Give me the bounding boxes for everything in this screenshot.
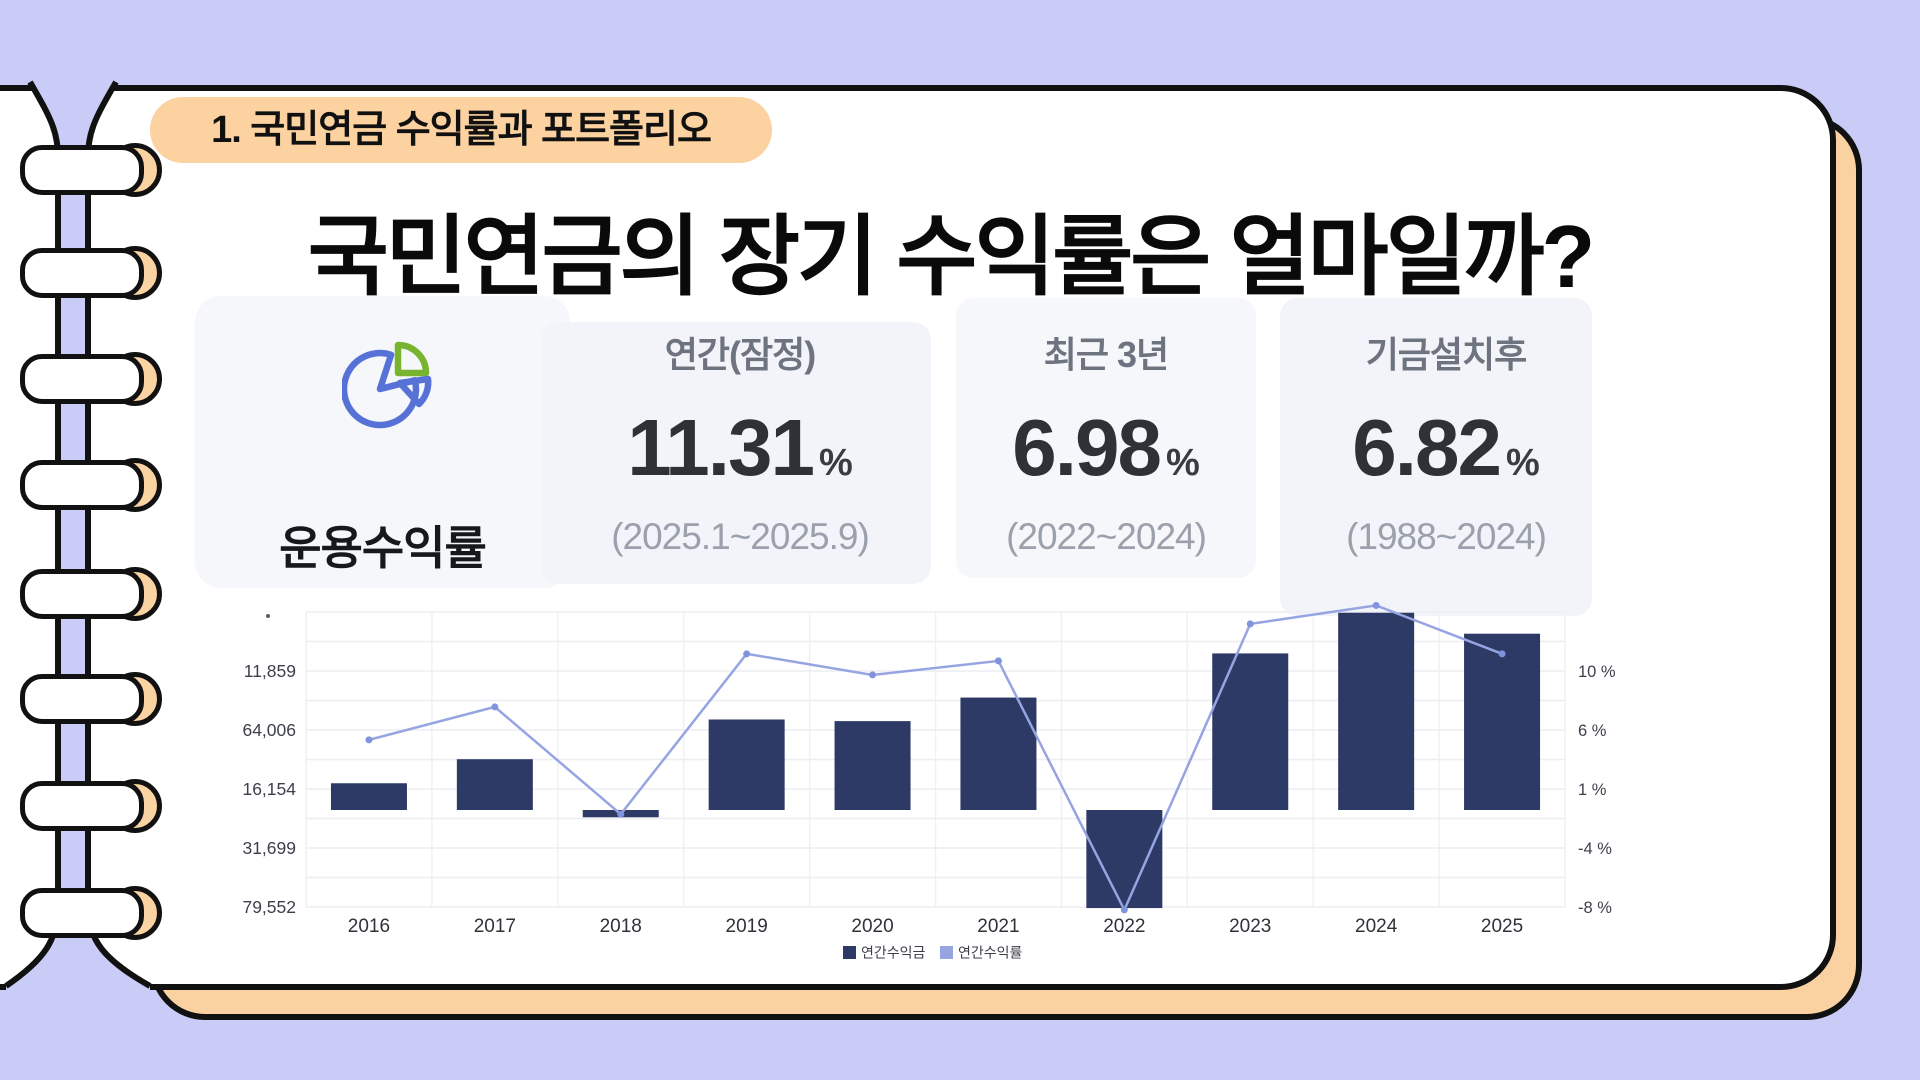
legend-label: 연간수익금 (861, 945, 926, 961)
bar-2020 (834, 721, 911, 810)
left-axis-label: 31,699 (242, 838, 296, 858)
line-marker-2018 (617, 810, 625, 818)
x-axis-label: 2023 (1229, 916, 1271, 937)
stat-tile-annual (541, 322, 931, 584)
return-rate-line (368, 604, 1503, 913)
x-axis-label: 2022 (1103, 916, 1145, 937)
bar-2021 (960, 697, 1037, 810)
pie-chart-icon (342, 341, 432, 429)
x-axis-label: 2020 (851, 916, 893, 937)
stat-value: 6.98 (1012, 403, 1162, 492)
line-marker-2017 (491, 703, 499, 711)
stat-unit: % (818, 442, 853, 484)
binder-ring (20, 460, 144, 510)
right-axis-label: -8 % (1578, 899, 1612, 917)
right-axis-label: 6 % (1578, 722, 1607, 740)
left-axis-label: 11,859 (244, 661, 296, 681)
line-marker-2019 (743, 650, 751, 658)
pie-main-slice (342, 349, 420, 429)
legend-swatch (940, 946, 953, 959)
stat-period: (1988~2024) (1346, 516, 1547, 557)
stat-tile-since-inception (1280, 298, 1592, 616)
legend-swatch (843, 946, 856, 959)
section-badge: 1. 국민연금 수익률과 포트폴리오 (150, 97, 772, 163)
stat-tile-3yr (956, 298, 1256, 578)
binder-ring (20, 781, 144, 831)
stat-value: 6.82 (1352, 403, 1502, 492)
line-marker-2021 (994, 657, 1002, 665)
bar-2019 (708, 719, 785, 810)
stat-period: (2022~2024) (1006, 516, 1207, 557)
stats-caption: 운용수익률 (279, 522, 487, 574)
binder-ring (20, 145, 144, 195)
line-marker-2023 (1246, 620, 1254, 628)
binder-ring (20, 888, 144, 938)
bar-2017 (456, 759, 533, 810)
ribbon-fill (6, 82, 150, 995)
bar-2025 (1464, 633, 1541, 810)
left-axis-label: 64,006 (242, 720, 296, 740)
x-axis-label: 2019 (726, 916, 768, 937)
stat-unit: % (1505, 442, 1540, 484)
pie-small-slice (396, 375, 432, 408)
stat-value-row: 6.98 % (896, 408, 1316, 488)
stat-value-row: 11.31 % (530, 408, 950, 488)
x-axis-label: 2016 (348, 916, 390, 937)
ribbon-left-edge (4, 80, 61, 989)
returns-chart: 11,859 64,006 16,154 31,699 79,552 10 % 6 % 1 %… (242, 601, 1616, 961)
left-axis-label: 79,552 (242, 897, 296, 917)
binder-ring (20, 354, 144, 404)
line-marker-2025 (1498, 650, 1506, 658)
legend-label: 연간수익률 (958, 945, 1023, 961)
line-marker-2024 (1372, 601, 1380, 609)
bar-2024 (1338, 612, 1415, 810)
pie-green-slice (394, 341, 430, 377)
stat-tile-icon (195, 296, 570, 588)
right-axis-label: -4 % (1578, 840, 1612, 858)
stat-value-row: 6.82 % (1236, 408, 1656, 488)
line-marker-2016 (365, 736, 373, 744)
stat-title: 최근 3년 (1043, 334, 1169, 375)
stat-title: 연간(잠정) (664, 334, 816, 375)
bar-2023 (1212, 653, 1289, 810)
x-axis-label: 2025 (1481, 916, 1523, 937)
bar-2016 (330, 783, 407, 810)
line-marker-2022 (1120, 906, 1128, 914)
x-axis-label: 2021 (977, 916, 1019, 937)
stat-unit: % (1165, 442, 1200, 484)
binder-ring (20, 569, 144, 619)
x-axis-label: 2024 (1355, 916, 1398, 937)
stat-period: (2025.1~2025.9) (611, 516, 870, 557)
stat-title: 기금설치후 (1365, 334, 1528, 375)
axis-top-mark (266, 614, 270, 618)
stat-value: 11.31 (627, 403, 815, 492)
left-axis-label: 16,154 (242, 779, 296, 799)
right-axis-label: 1 % (1578, 781, 1607, 799)
x-axis-label: 2017 (474, 916, 516, 937)
right-axis-label: 10 % (1578, 663, 1616, 681)
page-title: 국민연금의 장기 수익률은 얼마일까? (307, 207, 1596, 306)
line-marker-2020 (869, 671, 877, 679)
x-axis-label: 2018 (600, 916, 642, 937)
binder-ring (20, 248, 144, 298)
binder-ring (20, 674, 144, 724)
